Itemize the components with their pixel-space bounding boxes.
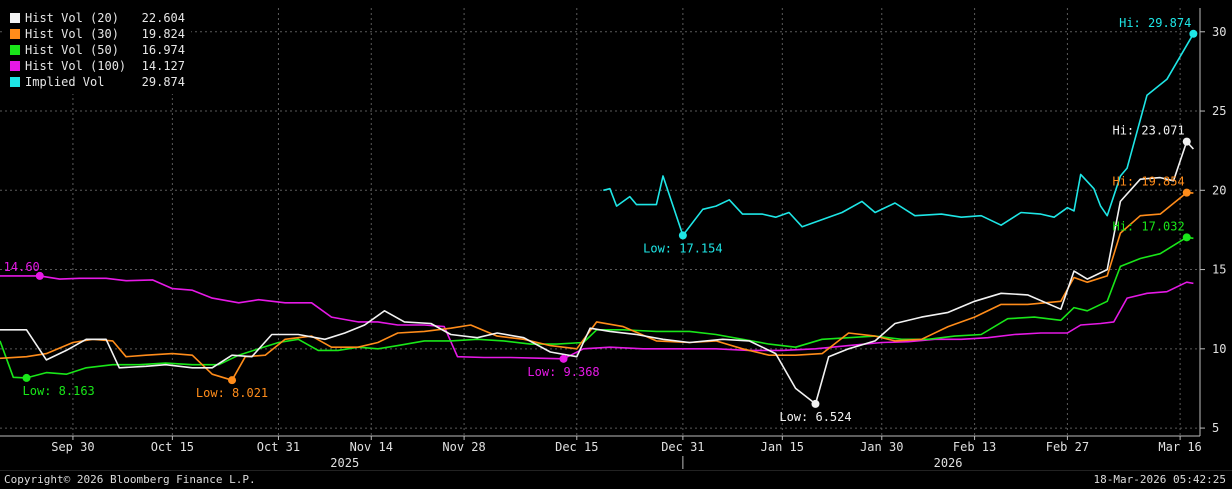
extremum-marker	[1182, 233, 1191, 242]
legend-item: Hist Vol (30) 19.824	[10, 26, 185, 42]
annotations: Hi: 14.60 Low: 8.163 Low: 8.021 Low: 9.368 L…	[0, 16, 1198, 424]
legend-value: 14.127	[141, 59, 185, 73]
legend-item: Hist Vol (100) 14.127	[10, 58, 185, 74]
legend-swatch	[10, 29, 20, 39]
series-line	[0, 275, 1194, 360]
extremum-label: Low: 17.154	[643, 241, 722, 255]
legend-label: Implied Vol	[25, 75, 105, 89]
x-tick-label: Nov 28	[442, 440, 485, 454]
extremum-label: Low: 8.021	[196, 386, 268, 400]
x-tick-label: Nov 14	[350, 440, 393, 454]
series-line	[603, 33, 1195, 237]
extremum-marker	[559, 354, 568, 363]
legend-item: Hist Vol (20) 22.604	[10, 10, 185, 26]
extremum-label: Hi: 14.60	[0, 260, 40, 274]
extremum-label: Hi: 29.874	[1119, 16, 1191, 30]
extremum-marker	[678, 231, 687, 240]
y-tick-label: 20	[1212, 183, 1226, 197]
series-lines	[0, 33, 1195, 405]
y-axis: 5 10 15 20 25 30	[1199, 8, 1226, 436]
x-tick-label: Jan 30	[860, 440, 903, 454]
extremum-label: Low: 8.163	[23, 384, 95, 398]
legend-value: 19.824	[141, 27, 185, 41]
series-line	[0, 140, 1194, 405]
year-label: 2026	[934, 456, 963, 470]
x-tick-label: Oct 31	[257, 440, 300, 454]
legend-swatch	[10, 77, 20, 87]
y-tick-label: 25	[1212, 104, 1226, 118]
legend: Hist Vol (20) 22.604 Hist Vol (30) 19.82…	[4, 8, 191, 94]
y-tick-label: 15	[1212, 263, 1226, 277]
extremum-marker	[811, 399, 820, 408]
y-tick-label: 10	[1212, 342, 1226, 356]
x-tick-label: Mar 16	[1158, 440, 1201, 454]
extremum-label: Hi: 19.854	[1112, 175, 1184, 189]
copyright-text: Copyright© 2026 Bloomberg Finance L.P.	[4, 473, 256, 486]
extremum-marker	[1182, 188, 1191, 197]
extremum-marker	[35, 271, 44, 280]
legend-value: 22.604	[141, 11, 185, 25]
grid-lines	[0, 8, 1200, 436]
legend-label: Hist Vol (50)	[25, 43, 119, 57]
legend-swatch	[10, 61, 20, 71]
x-tick-label: Dec 15	[555, 440, 598, 454]
extremum-label: Hi: 17.032	[1112, 219, 1184, 233]
x-tick-label: Oct 15	[151, 440, 194, 454]
year-label: 2025	[330, 456, 359, 470]
extremum-label: Low: 9.368	[527, 365, 599, 379]
legend-swatch	[10, 13, 20, 23]
extremum-label: Hi: 23.071	[1112, 124, 1184, 138]
extremum-label: Low: 6.524	[779, 410, 851, 424]
x-axis: Sep 30 Oct 15 Oct 31 Nov 14 Nov 28 Dec 15 Dec …	[0, 435, 1202, 470]
x-tick-label: Dec 31	[661, 440, 704, 454]
extremum-marker	[22, 373, 31, 382]
extremum-marker	[1182, 137, 1191, 146]
legend-value: 29.874	[141, 75, 185, 89]
legend-label: Hist Vol (20)	[25, 11, 119, 25]
legend-value: 16.974	[141, 43, 185, 57]
legend-item: Hist Vol (50) 16.974	[10, 42, 185, 58]
legend-label: Hist Vol (30)	[25, 27, 119, 41]
x-tick-label: Feb 13	[953, 440, 996, 454]
x-tick-label: Feb 27	[1046, 440, 1089, 454]
series-line	[0, 191, 1194, 382]
x-tick-label: Jan 15	[761, 440, 804, 454]
x-tick-label: Sep 30	[51, 440, 94, 454]
timestamp-text: 18-Mar-2026 05:42:25	[1093, 473, 1226, 486]
legend-swatch	[10, 45, 20, 55]
legend-label: Hist Vol (100)	[25, 59, 127, 73]
legend-item: Implied Vol 29.874	[10, 74, 185, 90]
y-tick-label: 5	[1212, 421, 1219, 435]
volatility-chart: Sep 30 Oct 15 Oct 31 Nov 14 Nov 28 Dec 15 Dec …	[0, 8, 1227, 470]
extremum-marker	[228, 376, 237, 385]
y-tick-label: 30	[1212, 25, 1226, 39]
extremum-marker	[1189, 29, 1198, 38]
footer: Copyright© 2026 Bloomberg Finance L.P. 1…	[0, 470, 1232, 489]
